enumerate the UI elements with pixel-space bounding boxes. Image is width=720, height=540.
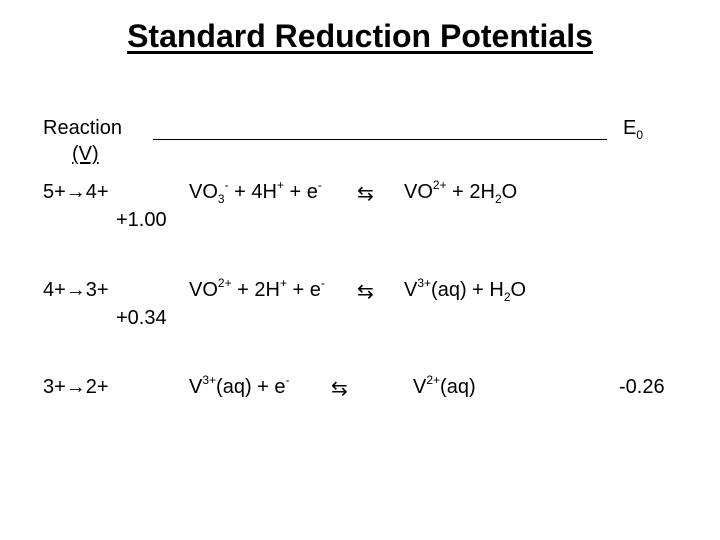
reduction-potential: +1.00: [116, 209, 167, 231]
header-underline-fill: [153, 139, 607, 140]
reaction-column-header: Reaction: [43, 117, 122, 139]
reduction-potential: -0.26: [619, 376, 665, 398]
oxidation-transition: 4+→3+: [43, 279, 109, 301]
product-side: VO2+ + 2H2O: [404, 178, 518, 206]
potential-unit: (V): [72, 143, 99, 165]
oxidation-transition: 5+→4+: [43, 181, 109, 203]
reactant-side: V3+(aq) + e-: [189, 373, 290, 398]
slide-title: Standard Reduction Potentials: [127, 18, 593, 54]
potential-column-header: E0: [622, 117, 643, 142]
oxidation-transition: 3+→2+: [43, 376, 109, 398]
equilibrium-arrow-icon: ⇆: [357, 281, 374, 303]
equilibrium-arrow-icon: ⇆: [331, 378, 348, 400]
product-side: V2+(aq): [413, 373, 476, 398]
reduction-potential: +0.34: [116, 307, 167, 329]
reactant-side: VO3- + 4H+ + e-: [189, 178, 322, 206]
product-side: V3+(aq) + H2O: [404, 276, 527, 304]
equilibrium-arrow-icon: ⇆: [357, 183, 374, 205]
potential-subscript: 0: [636, 128, 643, 142]
reactant-side: VO2+ + 2H+ + e-: [189, 276, 325, 301]
potential-symbol: E: [622, 117, 637, 139]
table-header: Reaction E0: [43, 117, 643, 141]
